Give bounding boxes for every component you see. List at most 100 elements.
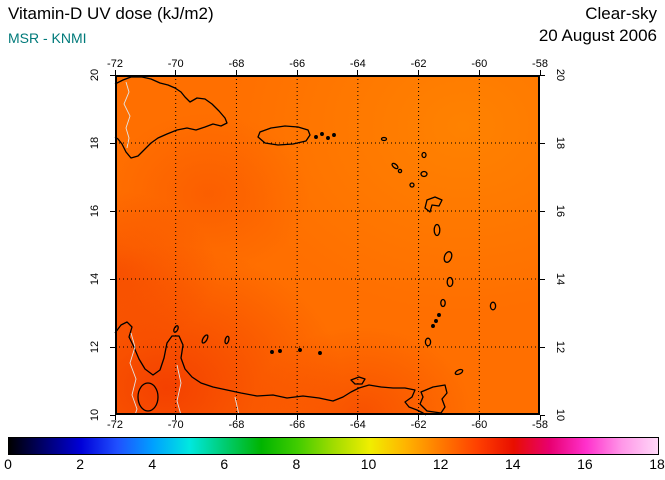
x-axis-label-bottom: -66 bbox=[289, 419, 306, 431]
colorbar-tick-label: 10 bbox=[360, 456, 377, 472]
grenadines-icon bbox=[434, 319, 438, 323]
venezuela-internal-border bbox=[176, 364, 182, 416]
montserrat-coastline bbox=[409, 182, 415, 188]
virgin-islands-icon bbox=[314, 135, 318, 139]
x-axis-label-bottom: -72 bbox=[107, 419, 123, 431]
x-tick-bottom bbox=[296, 415, 298, 420]
margarita-coastline bbox=[350, 376, 366, 385]
y-axis-label-right: 20 bbox=[554, 68, 566, 82]
venezuela-coastline bbox=[114, 321, 427, 416]
x-tick-bottom bbox=[539, 415, 541, 420]
lake-maracaibo-outline bbox=[137, 382, 159, 412]
y-axis-label-left: 12 bbox=[89, 340, 101, 354]
coastlines-group bbox=[114, 76, 497, 416]
sky-condition-label: Clear-sky bbox=[585, 4, 657, 23]
aruba-coastline bbox=[173, 325, 179, 333]
hispaniola-coastline bbox=[114, 76, 228, 159]
colorbar-tick-label: 18 bbox=[649, 456, 665, 472]
la-orchila-icon bbox=[298, 348, 302, 352]
colorbar-gradient bbox=[8, 437, 659, 455]
y-axis-label-right: 18 bbox=[554, 136, 566, 150]
virgin-islands-icon bbox=[332, 133, 336, 137]
caribbean-map bbox=[114, 75, 540, 416]
colorbar-tick-label: 14 bbox=[504, 456, 521, 472]
graticule-grid bbox=[115, 75, 540, 415]
x-tick-bottom bbox=[175, 415, 177, 420]
x-axis-label-bottom: -64 bbox=[349, 419, 366, 431]
antigua-coastline bbox=[420, 170, 428, 178]
st-martin-coastline bbox=[380, 136, 388, 142]
x-axis-label-top: -60 bbox=[471, 58, 488, 70]
x-axis-label-top: -62 bbox=[410, 58, 427, 70]
st-lucia-coastline bbox=[446, 276, 454, 288]
y-axis-label-left: 10 bbox=[89, 408, 101, 422]
x-axis-label-bottom: -58 bbox=[532, 419, 548, 431]
x-tick-bottom bbox=[418, 415, 420, 420]
x-tick-bottom bbox=[478, 415, 480, 420]
x-axis-label-bottom: -60 bbox=[471, 419, 488, 431]
x-axis-label-bottom: -70 bbox=[167, 419, 184, 431]
map-plot-area: -72 -72 -70 -70 -68 -68 -66 -66 -64 -64 -62 -62 -60 -… bbox=[89, 58, 566, 431]
x-axis-label-top: -58 bbox=[532, 58, 548, 70]
uv-field-hot-southwest bbox=[115, 75, 540, 415]
y-axis-label-left: 18 bbox=[89, 136, 101, 150]
y-tick-right bbox=[540, 346, 545, 348]
date-label: 20 August 2006 bbox=[538, 26, 657, 45]
x-axis-label-top: -64 bbox=[349, 58, 366, 70]
grenadines-icon bbox=[437, 313, 441, 317]
figure-title: Vitamin-D UV dose (kJ/m2) bbox=[8, 4, 214, 23]
x-tick-bottom bbox=[235, 415, 237, 420]
y-axis-label-right: 12 bbox=[554, 340, 566, 354]
los-roques-icon bbox=[270, 350, 274, 354]
barbuda-coastline bbox=[421, 151, 427, 159]
map-frame bbox=[115, 75, 540, 415]
x-tick-bottom bbox=[357, 415, 359, 420]
y-axis-label-left: 20 bbox=[89, 68, 101, 82]
venezuela-internal-border bbox=[234, 396, 240, 416]
bonaire-coastline bbox=[224, 335, 230, 345]
y-tick-right bbox=[540, 278, 545, 280]
st-kitts-coastline bbox=[391, 162, 399, 170]
martinique-coastline bbox=[443, 251, 453, 263]
los-roques-icon bbox=[278, 349, 282, 353]
country-borders-group bbox=[123, 81, 240, 416]
x-axis-label-bottom: -68 bbox=[228, 419, 245, 431]
x-axis-label-bottom: -62 bbox=[410, 419, 427, 431]
x-tick-bottom bbox=[114, 415, 116, 420]
tobago-coastline bbox=[454, 368, 464, 376]
colorbar-labels: 0 2 4 6 8 10 12 14 16 18 bbox=[4, 456, 665, 474]
colorbar-tick-label: 12 bbox=[432, 456, 449, 472]
grenada-coastline bbox=[424, 337, 432, 347]
x-axis-label-top: -70 bbox=[167, 58, 184, 70]
colorbar-tick-label: 4 bbox=[148, 456, 157, 472]
st-vincent-coastline bbox=[440, 298, 446, 308]
y-axis-label-left: 14 bbox=[89, 272, 101, 286]
trinidad-coastline bbox=[419, 384, 448, 414]
barbados-coastline bbox=[489, 301, 497, 311]
colorbar-tick-label: 6 bbox=[220, 456, 229, 472]
haiti-dr-border bbox=[123, 81, 131, 149]
y-axis-label-left: 16 bbox=[89, 204, 101, 218]
dominica-coastline bbox=[433, 223, 441, 237]
colorbar-tick-label: 16 bbox=[577, 456, 593, 472]
colorbar-tick-label: 8 bbox=[292, 456, 301, 472]
la-blanquilla-icon bbox=[318, 351, 322, 355]
y-tick-right bbox=[540, 142, 545, 144]
data-source-label: MSR - KNMI bbox=[8, 30, 87, 46]
y-tick-right bbox=[540, 74, 545, 76]
virgin-islands-icon bbox=[326, 136, 330, 140]
y-axis-label-right: 10 bbox=[554, 408, 566, 422]
x-axis-label-top: -72 bbox=[107, 58, 123, 70]
virgin-islands-icon bbox=[320, 132, 324, 136]
x-axis-label-top: -66 bbox=[289, 58, 306, 70]
grenadines-icon bbox=[431, 324, 435, 328]
nevis-coastline bbox=[397, 168, 403, 174]
guadeloupe-coastline bbox=[424, 196, 443, 213]
y-axis-label-right: 14 bbox=[554, 272, 566, 286]
curacao-coastline bbox=[201, 334, 209, 344]
colorbar-tick-label: 2 bbox=[76, 456, 84, 472]
y-tick-right bbox=[540, 210, 545, 212]
colombia-venezuela-border bbox=[129, 332, 138, 416]
x-axis-label-top: -68 bbox=[228, 58, 245, 70]
